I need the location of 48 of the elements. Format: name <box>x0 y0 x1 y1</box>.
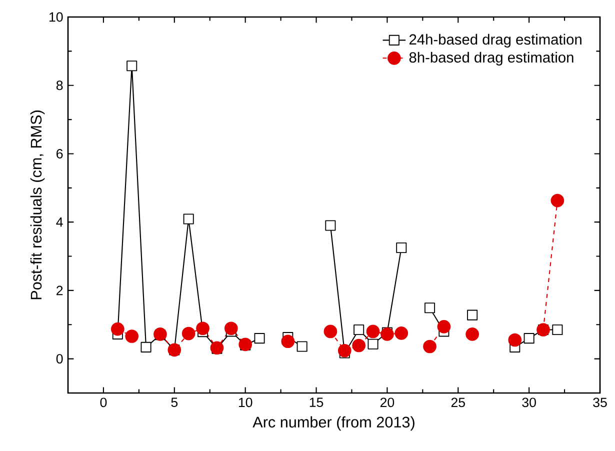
point <box>338 344 352 358</box>
point <box>196 322 210 336</box>
point <box>394 326 408 340</box>
point <box>354 324 364 336</box>
y-tick-label: 4 <box>56 218 63 227</box>
point <box>467 310 478 320</box>
point <box>224 322 238 336</box>
legend-label: 8h-based drag estimation <box>409 52 574 66</box>
x-tick-label: 25 <box>451 398 465 408</box>
x-axis-title: Arc number (from 2013) <box>252 416 414 431</box>
x-tick-label: 0 <box>100 398 107 408</box>
point <box>396 242 407 253</box>
point <box>126 60 138 72</box>
point <box>508 333 522 347</box>
point <box>423 340 436 354</box>
point <box>182 326 196 340</box>
x-tick-label: 30 <box>522 398 536 408</box>
point <box>524 333 534 344</box>
point <box>437 320 451 334</box>
x-tick-label: 15 <box>310 398 324 408</box>
point <box>366 324 380 338</box>
y-tick-label: 0 <box>56 354 63 364</box>
point <box>368 338 378 350</box>
point <box>466 328 479 341</box>
point <box>424 302 436 314</box>
point <box>254 333 265 344</box>
y-axis-title: Post-fit residuals (cm, RMS) <box>30 110 45 300</box>
point <box>125 330 139 343</box>
point <box>324 324 338 338</box>
y-tick-label: 8 <box>56 80 63 90</box>
x-tick-label: 10 <box>238 398 252 408</box>
y-tick-label: 10 <box>49 12 63 22</box>
x-tick-label: 35 <box>593 398 607 408</box>
point <box>140 342 152 352</box>
point <box>281 334 295 348</box>
point <box>296 341 308 352</box>
point <box>380 328 394 341</box>
y-tick-label: 2 <box>56 286 63 296</box>
y-tick-label: 6 <box>56 149 63 158</box>
point <box>110 322 124 336</box>
x-tick-label: 5 <box>171 398 178 408</box>
x-tick-label: 20 <box>380 398 394 408</box>
point <box>552 324 563 336</box>
point <box>352 338 366 352</box>
point <box>325 220 336 231</box>
legend-label: 24h-based drag estimation <box>409 34 582 48</box>
point <box>550 194 564 208</box>
point <box>183 214 194 224</box>
